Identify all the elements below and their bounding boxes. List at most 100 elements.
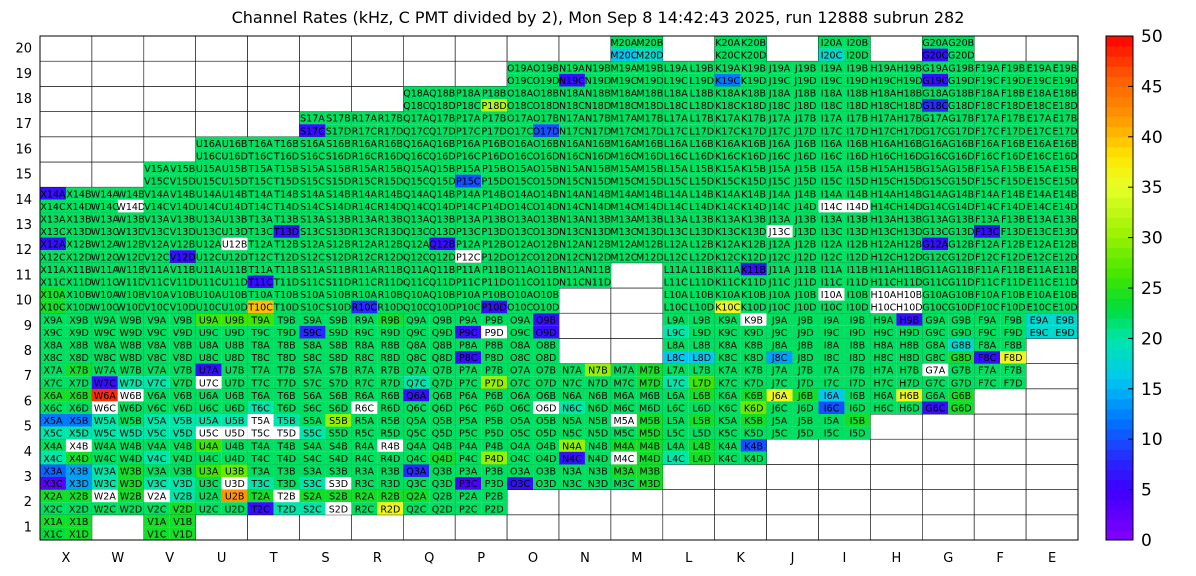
heatmap-cell [143, 275, 170, 288]
cell-label: K11C [715, 278, 740, 289]
cell-label: K13C [715, 227, 740, 238]
colorbar-swatch [1106, 318, 1133, 329]
heatmap-cell [1026, 237, 1053, 251]
cell-label: J19B [794, 63, 816, 74]
heatmap-cell [299, 338, 326, 351]
cell-label: Q10B [429, 290, 455, 301]
heatmap-cell [299, 451, 326, 465]
cell-label: W10A [91, 290, 119, 301]
cell-label: J11D [793, 278, 816, 289]
heatmap-cell [455, 489, 482, 503]
grid-cell [195, 60, 248, 87]
cell-label: E9B [1056, 315, 1075, 326]
cell-label: K20B [741, 38, 766, 49]
colorbar-swatch [1106, 348, 1133, 360]
heatmap-cell [143, 237, 170, 251]
cell-label: K16A [715, 139, 740, 150]
heatmap-cell [91, 388, 118, 402]
grid-cell [558, 35, 612, 62]
cell-label: F12B [1001, 240, 1025, 251]
cell-label: M16B [636, 139, 663, 150]
cell-label: F15C [975, 177, 1000, 188]
cell-label: I13D [846, 227, 868, 238]
cell-label: Q3D [432, 479, 453, 490]
cell-label: I10B [847, 290, 868, 301]
heatmap-cell [273, 451, 300, 465]
heatmap-cell [636, 388, 663, 402]
cell-label: T4B [276, 441, 295, 452]
cell-label: R3A [355, 467, 375, 478]
cell-label: Q12A [403, 240, 430, 251]
heatmap-cell [117, 300, 144, 314]
cell-label: V3C [147, 479, 167, 490]
cell-label: S10C [300, 303, 325, 314]
colorbar-swatch [1106, 56, 1133, 67]
heatmap-cell [221, 477, 248, 490]
cell-label: K14D [741, 202, 767, 213]
cell-label: P9A [459, 315, 478, 326]
heatmap-cell [65, 351, 92, 364]
heatmap-cell [299, 388, 326, 402]
heatmap-cell [455, 388, 482, 402]
cell-label: M7D [639, 378, 661, 389]
grid-cell [558, 312, 612, 339]
cell-label: M5B [639, 416, 660, 427]
cell-label: R14C [352, 202, 378, 213]
cell-label: P11A [456, 265, 481, 276]
heatmap-cell [792, 237, 819, 251]
cell-label: P14D [482, 202, 507, 213]
cell-label: O13D [533, 227, 560, 238]
cell-label: W10C [91, 303, 119, 314]
heatmap-cell [559, 250, 585, 263]
cell-label: S14D [326, 202, 351, 213]
heatmap-cell [870, 300, 897, 314]
cell-label: X13C [40, 227, 66, 238]
cell-label: P11D [482, 278, 507, 289]
cell-label: Q17C [403, 126, 430, 137]
heatmap-cell [169, 363, 196, 377]
cell-label: M6C [613, 404, 634, 415]
heatmap-cell [40, 514, 66, 528]
heatmap-cell [91, 225, 118, 238]
cell-label: Q2D [432, 504, 453, 515]
heatmap-cell [714, 325, 741, 339]
heatmap-cell [195, 351, 222, 364]
cell-label: K20A [715, 38, 740, 49]
cell-label: T5C [250, 429, 270, 440]
heatmap-cell [844, 426, 871, 440]
heatmap-cell [714, 351, 741, 364]
cell-label: P12D [482, 252, 507, 263]
cell-label: P5B [485, 416, 503, 427]
cell-label: S12C [300, 252, 325, 263]
grid-cell [558, 338, 612, 364]
cell-label: V10C [144, 303, 170, 314]
cell-label: O8C [510, 353, 531, 364]
cell-label: F13B [1001, 215, 1025, 226]
cell-label: O6A [510, 391, 531, 402]
cell-label: T13B [273, 215, 298, 226]
x-tick-label: M [631, 551, 642, 566]
cell-label: X4B [69, 441, 88, 452]
cell-label: V11A [144, 265, 170, 276]
heatmap-cell [143, 325, 170, 339]
cell-label: J12B [794, 240, 816, 251]
cell-label: M12A [610, 240, 637, 251]
heatmap-cell [40, 439, 66, 452]
y-tick-label: 2 [24, 495, 32, 510]
cell-label: J18C [768, 101, 791, 112]
cell-label: S13C [300, 227, 325, 238]
cell-label: W2D [119, 504, 142, 515]
cell-label: X9D [69, 328, 89, 339]
cell-label: O10B [533, 290, 559, 301]
heatmap-cell [766, 363, 793, 377]
heatmap-cell [481, 300, 508, 314]
cell-label: T13A [247, 215, 273, 226]
cell-label: T5B [276, 416, 295, 427]
cell-label: P5D [485, 429, 504, 440]
cell-label: T14D [273, 202, 299, 213]
heatmap-cell [325, 237, 352, 251]
cell-label: M15A [610, 164, 637, 175]
cell-label: G18B [948, 89, 974, 100]
cell-label: N3C [562, 479, 582, 490]
heatmap-cell [559, 376, 585, 389]
